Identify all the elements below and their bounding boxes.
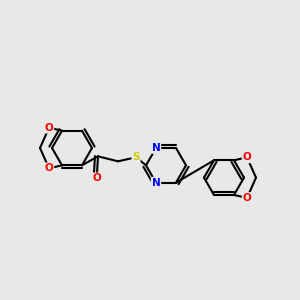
Text: O: O <box>243 152 251 162</box>
Text: N: N <box>152 143 160 153</box>
Text: N: N <box>152 178 160 188</box>
Text: S: S <box>132 152 140 162</box>
Text: O: O <box>93 173 101 183</box>
Text: O: O <box>45 123 53 133</box>
Text: O: O <box>243 193 251 203</box>
Text: O: O <box>45 163 53 173</box>
